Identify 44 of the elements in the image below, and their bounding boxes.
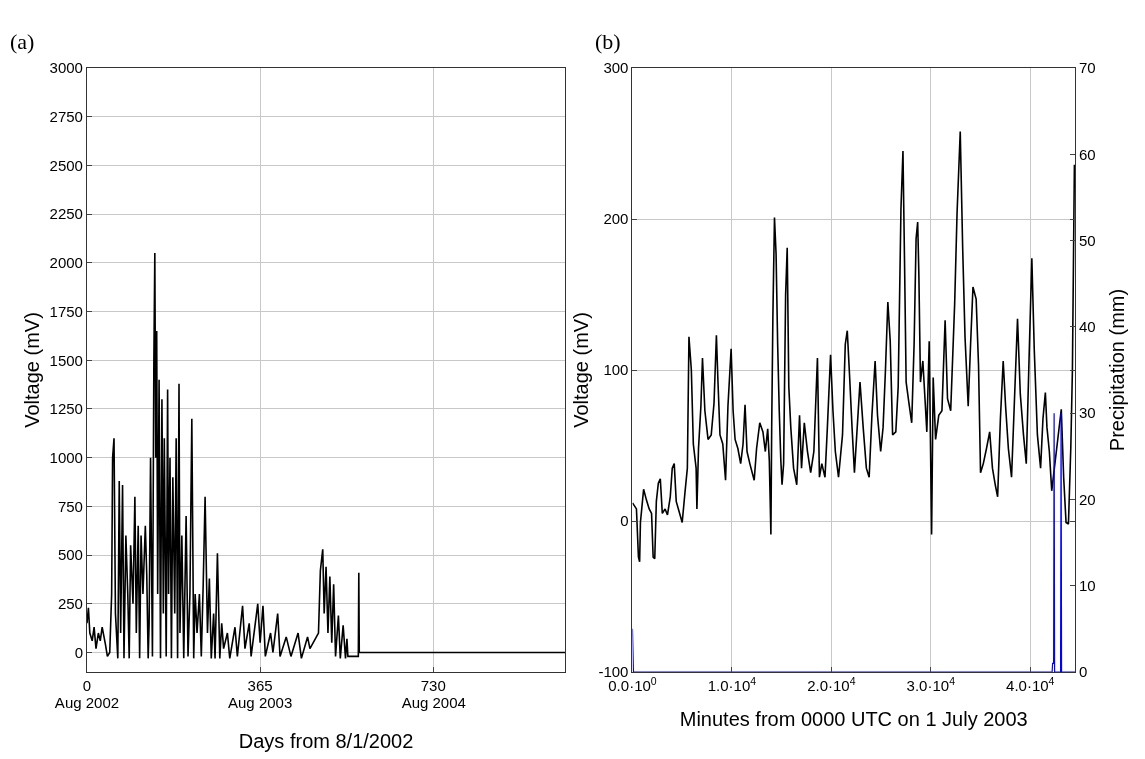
y2-tick-label: 10	[1079, 576, 1096, 594]
y2-tick-label: 40	[1079, 318, 1096, 336]
x-tick-label: 2.0·10$^{4}$	[807, 674, 856, 694]
line-series	[86, 252, 566, 660]
x-axis-title: Days from 8/1/2002	[238, 729, 414, 752]
y-tick-label: 750	[57, 497, 83, 515]
x-tick-label: 3.0·10$^{4}$	[906, 674, 956, 694]
x-tick-label: 730	[420, 677, 446, 694]
y-tick-label: 2250	[49, 205, 83, 223]
x2-tick-label: Aug 2003	[228, 693, 293, 711]
y-tick-label: 300	[603, 59, 629, 77]
y-tick-label: 100	[603, 361, 629, 379]
text: (b)	[595, 29, 621, 54]
y-tick-label: 2500	[49, 156, 83, 174]
y-tick-label: 3000	[49, 59, 83, 77]
x2-tick-label: Aug 2002	[54, 693, 120, 711]
y-tick-label: 0	[620, 512, 629, 530]
text: (a)	[10, 29, 35, 54]
y2-tick-label: 70	[1079, 59, 1096, 77]
y-tick-label: 500	[57, 546, 83, 564]
y-tick-label: 250	[57, 595, 83, 613]
y2-tick-label: 20	[1079, 490, 1096, 508]
y-tick-label: 1250	[49, 400, 83, 418]
y-tick-label: 0	[74, 643, 83, 661]
y-tick-label: 2000	[49, 254, 83, 272]
x-axis-title: Minutes from 0000 UTC on 1 July 2003	[679, 707, 1028, 730]
x-tick-label: 365	[247, 677, 273, 694]
y2-tick-label: 50	[1079, 231, 1096, 249]
y-tick-label: 2750	[49, 107, 83, 125]
y-axis-title: Voltage (mV)	[569, 312, 592, 428]
x2-tick-label: Aug 2004	[401, 693, 466, 711]
y2-tick-label: 0	[1079, 663, 1088, 681]
x-tick-label: 4.0·10$^{4}$	[1006, 674, 1055, 694]
y-tick-label: 1000	[49, 448, 83, 466]
y2-tick-label: 30	[1079, 404, 1096, 422]
y-axis-title: Voltage (mV)	[21, 312, 44, 428]
y2-tick-label: 60	[1079, 145, 1096, 163]
y-tick-label: 1500	[49, 351, 83, 369]
y-tick-label: 200	[603, 210, 629, 228]
y-tick-label: 1750	[49, 302, 83, 320]
x-tick-label: 1.0·10$^{4}$	[707, 674, 757, 694]
line-series	[632, 130, 1075, 563]
line-series	[632, 412, 1075, 672]
y2-axis-title: Precipitation (mm)	[1106, 288, 1129, 452]
